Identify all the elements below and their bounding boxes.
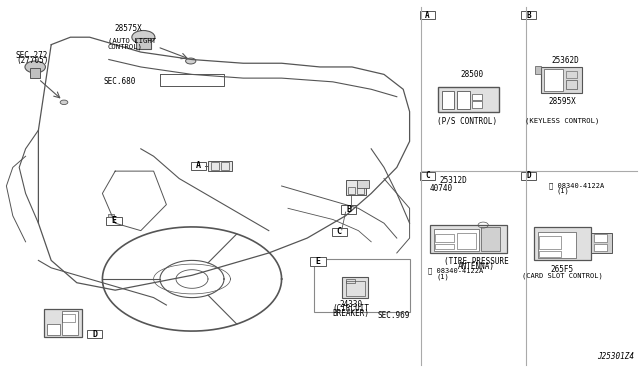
Text: D: D [526, 171, 531, 180]
Bar [221, 162, 229, 170]
Bar [472, 101, 482, 108]
Text: 24330: 24330 [339, 300, 362, 309]
Circle shape [132, 31, 155, 44]
Text: (CARD SLOT CONTROL): (CARD SLOT CONTROL) [522, 272, 602, 279]
Bar [30, 68, 40, 78]
Bar [108, 214, 114, 217]
Bar [62, 314, 75, 322]
Text: 28575X: 28575X [114, 25, 142, 33]
Text: C: C [337, 227, 342, 236]
Circle shape [60, 100, 68, 105]
Text: SEC.969: SEC.969 [378, 311, 410, 320]
Text: D: D [92, 330, 97, 339]
Text: A: A [196, 161, 201, 170]
Text: 25312D: 25312D [439, 176, 467, 185]
Text: (KEYLESS CONTROL): (KEYLESS CONTROL) [525, 117, 599, 124]
Bar [314, 259, 410, 312]
Text: SEC.680: SEC.680 [104, 77, 136, 86]
Bar [521, 11, 536, 19]
Bar [208, 161, 232, 171]
Bar [346, 281, 365, 296]
Text: 40740: 40740 [430, 184, 453, 193]
Text: (P/S CONTROL): (P/S CONTROL) [437, 117, 497, 126]
Bar [332, 228, 347, 236]
Bar [472, 94, 482, 100]
Bar [106, 217, 122, 225]
Bar [457, 232, 476, 249]
Bar [442, 91, 454, 109]
Bar [310, 257, 326, 266]
Bar [566, 80, 577, 89]
Bar [348, 187, 355, 194]
Bar [481, 227, 500, 251]
Text: E: E [111, 216, 116, 225]
Text: (1): (1) [436, 273, 449, 280]
Bar [346, 279, 355, 283]
Text: Ⓢ 08340-4122A: Ⓢ 08340-4122A [428, 268, 483, 275]
Text: 28595X: 28595X [548, 97, 576, 106]
Bar [47, 324, 60, 335]
Text: C: C [425, 171, 430, 180]
Bar [87, 330, 102, 338]
Text: 25362D: 25362D [552, 56, 579, 65]
Text: (1): (1) [557, 188, 570, 194]
Text: A: A [425, 11, 430, 20]
Bar [594, 244, 607, 251]
Bar [591, 232, 612, 253]
Bar [191, 162, 206, 170]
Text: J25301Z4: J25301Z4 [596, 352, 634, 361]
Bar [535, 66, 541, 74]
Bar [341, 205, 356, 214]
Text: (CIRCUIT: (CIRCUIT [332, 304, 369, 313]
Text: (AUTO LIGHT: (AUTO LIGHT [108, 38, 156, 44]
Text: (27705): (27705) [16, 56, 49, 65]
Bar [44, 309, 82, 337]
Bar [539, 251, 561, 257]
Text: 28500: 28500 [461, 70, 484, 79]
Bar [435, 234, 454, 242]
Text: E: E [316, 257, 321, 266]
Bar [357, 187, 364, 194]
Bar [438, 87, 499, 112]
Text: Ⓢ 08340-4122A: Ⓢ 08340-4122A [549, 182, 604, 189]
Circle shape [186, 58, 196, 64]
Bar [430, 225, 507, 253]
Text: BREAKER): BREAKER) [332, 309, 369, 318]
Circle shape [25, 61, 45, 73]
Text: SEC.272: SEC.272 [16, 51, 49, 60]
Text: ANTENNA): ANTENNA) [458, 262, 495, 271]
Bar [534, 227, 591, 260]
Bar [420, 11, 435, 19]
Bar [420, 172, 435, 180]
Text: B: B [346, 205, 351, 214]
Bar [541, 67, 582, 93]
Bar [136, 38, 151, 49]
Bar [544, 69, 563, 91]
Bar [435, 244, 454, 249]
Bar [594, 234, 607, 242]
Bar [566, 71, 577, 78]
Text: (TIRE PRESSURE: (TIRE PRESSURE [444, 257, 509, 266]
Bar [357, 180, 369, 188]
Text: CONTROL): CONTROL) [108, 44, 143, 50]
Bar [62, 311, 78, 335]
Bar [434, 229, 479, 251]
Bar [539, 236, 561, 249]
Text: 265F5: 265F5 [550, 265, 573, 274]
Bar [521, 172, 536, 180]
Bar [538, 232, 576, 258]
Text: B: B [526, 11, 531, 20]
Bar [346, 180, 366, 195]
Bar [211, 162, 219, 170]
Bar [457, 91, 470, 109]
Bar [342, 277, 368, 298]
